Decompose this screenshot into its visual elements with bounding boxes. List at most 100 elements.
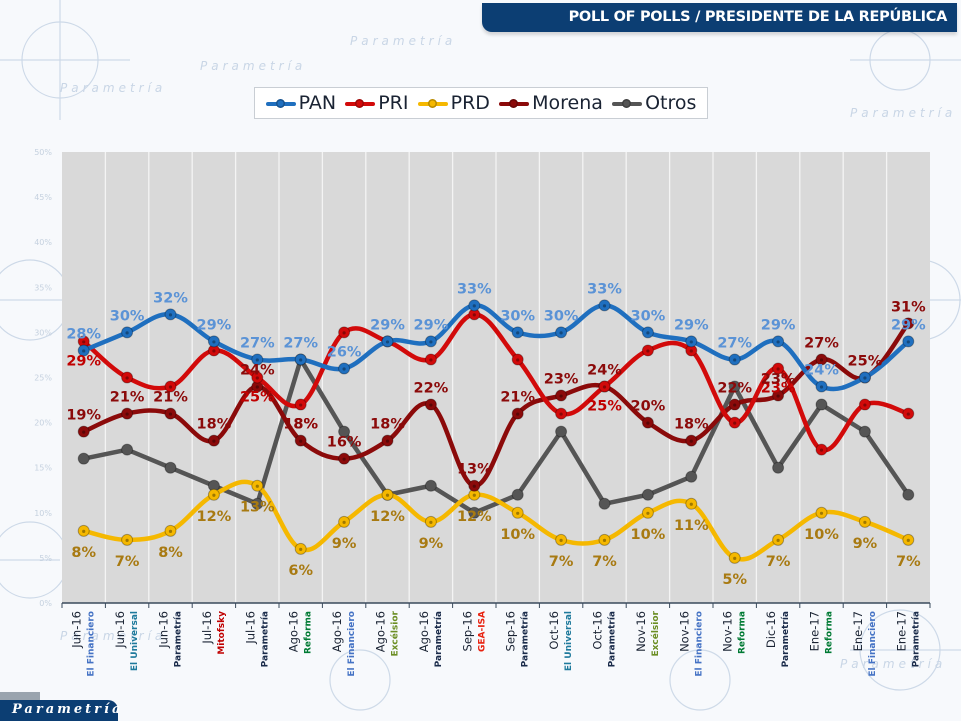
data-point-prd <box>251 479 264 492</box>
data-point-otros <box>77 452 90 465</box>
data-label-prd: 9% <box>332 536 357 552</box>
data-label-pan: 33% <box>457 281 492 297</box>
data-point-dot-prd <box>472 493 476 497</box>
data-point-prd <box>511 506 524 519</box>
data-point-dot-pri <box>733 421 737 425</box>
data-label-morena: 13% <box>457 462 492 478</box>
data-point-pri <box>121 371 134 384</box>
data-point-dot-pan <box>429 340 433 344</box>
data-point-dot-pri <box>168 385 173 389</box>
legend-item-pan: PAN <box>265 92 336 114</box>
data-point-dot-pri <box>906 412 910 416</box>
data-label-pri: 29% <box>66 353 101 369</box>
x-tick-label-source: Excélsior <box>390 610 401 656</box>
data-point-pan <box>207 335 220 348</box>
data-point-morena <box>77 425 90 438</box>
data-point-otros <box>424 479 437 492</box>
data-label-pan: 29% <box>761 317 796 333</box>
data-point-dot-prd <box>255 484 259 488</box>
x-tick-label-date: Ago-16 <box>287 611 301 652</box>
data-point-dot-prd <box>906 538 910 542</box>
data-point-dot-pan <box>342 367 346 371</box>
data-label-prd: 10% <box>804 527 839 543</box>
data-point-dot-pri <box>646 349 650 353</box>
legend-swatch-prd-icon <box>417 98 448 108</box>
data-point-dot-morena <box>559 394 563 398</box>
page-title: POLL OF POLLS / PRESIDENTE DE LA REPÚBLI… <box>568 9 948 25</box>
data-point-pan <box>598 299 611 312</box>
watermark-text: Parametría <box>60 629 166 643</box>
data-point-pri <box>294 398 307 411</box>
data-point-dot-pan <box>82 349 86 353</box>
data-point-morena <box>381 434 394 447</box>
data-label-morena: 18% <box>370 417 405 433</box>
watermark-text: Parametría <box>200 59 306 73</box>
data-label-morena: 21% <box>500 390 535 406</box>
data-label-pan: 29% <box>674 317 709 333</box>
y-tick-label: 20% <box>34 419 52 428</box>
series-line-prd <box>81 479 911 562</box>
x-tick-label-date: Jun-16 <box>157 611 171 649</box>
data-point-prd <box>164 524 177 537</box>
data-point-pri <box>164 380 177 393</box>
x-tick-label-date: Oct-16 <box>547 611 561 650</box>
data-point-dot-prd <box>125 538 129 542</box>
data-point-dot-prd <box>646 511 650 515</box>
data-point-pri <box>902 407 915 420</box>
data-label-pan: 30% <box>631 308 666 324</box>
x-tick-label-source: El Financiero <box>868 611 878 677</box>
data-point-morena <box>511 407 524 420</box>
data-point-dot-pan <box>516 331 520 335</box>
data-point-dot-pri <box>342 331 346 335</box>
data-point-prd <box>294 542 307 555</box>
data-label-pri: 18% <box>283 417 318 433</box>
data-label-pan: 30% <box>110 308 145 324</box>
x-tick-label-date: Ene-17 <box>894 611 908 651</box>
x-tick-label-source: Excélsior <box>650 610 661 656</box>
y-tick-label: 30% <box>34 328 52 337</box>
x-tick-label-source: El Universal <box>130 611 140 671</box>
legend-item-prd: PRD <box>417 92 490 114</box>
data-label-pan: 26% <box>327 344 362 360</box>
data-label-morena: 22% <box>414 381 449 397</box>
data-point-morena <box>164 407 177 420</box>
x-tick-label-date: Sep-16 <box>460 611 474 651</box>
data-point-dot-pan <box>906 340 910 344</box>
y-tick-label: 25% <box>34 374 52 383</box>
x-tick-label-source: Parametría <box>521 611 531 667</box>
data-point-morena <box>641 416 654 429</box>
legend-label-pri: PRI <box>378 92 409 114</box>
data-point-prd <box>902 533 915 546</box>
x-tick-label-date: Ago-16 <box>330 611 344 652</box>
data-point-dot-pri <box>689 349 693 353</box>
data-point-dot-morena <box>516 412 520 416</box>
data-point-morena <box>424 398 437 411</box>
data-label-pri: 25% <box>587 399 622 415</box>
data-point-pri <box>598 380 611 393</box>
data-label-prd: 10% <box>500 527 535 543</box>
data-label-pan: 30% <box>500 308 535 324</box>
data-point-pan <box>424 335 437 348</box>
data-point-prd <box>424 515 437 528</box>
data-point-otros <box>815 398 828 411</box>
data-point-morena <box>468 479 481 492</box>
x-tick-label-date: Nov-16 <box>677 611 691 652</box>
y-tick-label: 15% <box>34 464 52 473</box>
data-label-morena: 31% <box>891 299 926 315</box>
data-label-prd: 11% <box>674 518 709 534</box>
data-point-dot-morena <box>82 430 86 434</box>
data-label-pan: 29% <box>414 317 449 333</box>
data-point-dot-pan <box>733 358 737 362</box>
watermark-text: Parametría <box>840 657 946 671</box>
x-tick-label-date: Nov-16 <box>721 611 735 652</box>
data-label-prd: 7% <box>115 554 140 570</box>
data-point-prd <box>815 506 828 519</box>
data-label-prd: 9% <box>419 536 444 552</box>
data-label-prd: 8% <box>158 545 183 561</box>
data-point-dot-prd <box>602 538 607 542</box>
series-group <box>77 299 915 564</box>
data-point-pri <box>728 416 741 429</box>
data-point-prd <box>728 551 741 564</box>
x-tick-label-source: Parametría <box>434 611 444 667</box>
data-point-pan <box>294 353 307 366</box>
